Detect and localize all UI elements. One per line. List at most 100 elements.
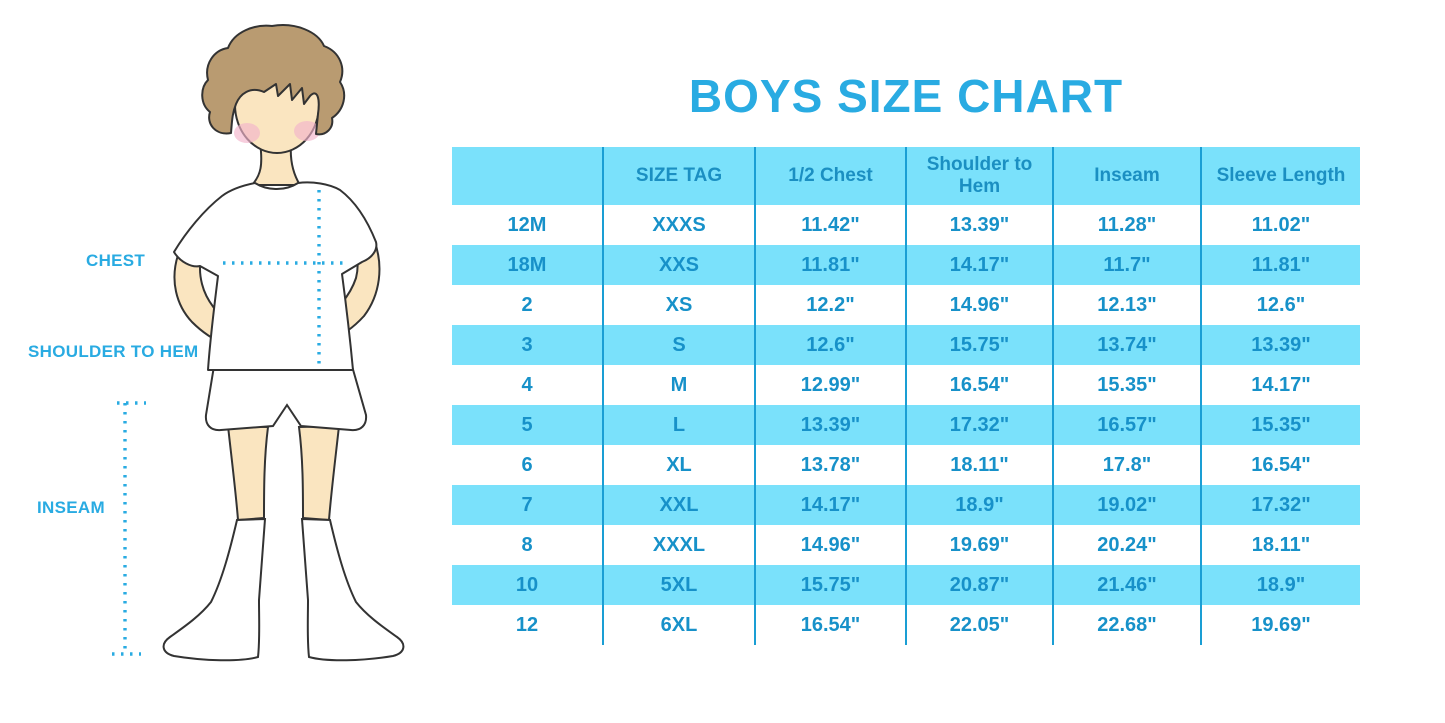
value-cell: 11.42" [754,205,906,245]
value-cell: 12.6" [1200,285,1360,325]
value-cell: 18.11" [905,445,1053,485]
value-cell: 19.69" [1200,605,1360,645]
value-cell: 11.28" [1052,205,1201,245]
value-cell: 22.68" [1052,605,1201,645]
value-cell: XXS [602,245,755,285]
column-header: Inseam [1052,147,1201,205]
value-cell: 14.17" [905,245,1053,285]
column-header: 1/2 Chest [754,147,906,205]
size-cell: 10 [452,565,603,605]
value-cell: 12.99" [754,365,906,405]
value-cell: 14.96" [905,285,1053,325]
value-cell: 15.35" [1052,365,1201,405]
size-cell: 7 [452,485,603,525]
size-cell: 12M [507,213,547,236]
value-cell: 17.32" [1200,485,1360,525]
value-cell: 16.54" [1200,445,1360,485]
table-row: 6 XL 13.78" 18.11" 17.8" 16.54" [452,445,1360,485]
left-cheek [234,123,260,143]
value-cell: 11.7" [1052,245,1201,285]
value-cell: 12.13" [1052,285,1201,325]
boy-illustration: CHEST SHOULDER TO HEM INSEAM [0,0,450,723]
value-cell: 13.39" [905,205,1053,245]
value-cell: XXL [602,485,755,525]
size-cell: 2 [521,293,533,316]
right-leg [297,424,341,522]
chest-label: CHEST [86,251,146,270]
size-table-header: SIZE TAG 1/2 Chest Shoulder to Hem Inseam Sl… [452,147,1360,205]
value-cell: 16.54" [754,605,906,645]
value-cell: 13.39" [754,405,906,445]
value-cell: 20.87" [905,565,1053,605]
value-cell: 16.54" [905,365,1053,405]
left-sock [162,517,267,662]
value-cell: 15.75" [754,565,906,605]
value-cell: 12.2" [754,285,906,325]
right-cheek [294,121,320,141]
value-cell: 14.17" [1200,365,1360,405]
value-cell: 6XL [602,605,755,645]
value-cell: L [602,405,755,445]
value-cell: S [602,325,755,365]
value-cell: 18.9" [905,485,1053,525]
size-table-body: 12M XXXS 11.42" 13.39" 11.28" 11.02" 18M XXS 11.… [452,205,1360,645]
value-cell: 14.17" [754,485,906,525]
size-cell: 5 [452,405,603,445]
column-header: SIZE TAG [602,147,755,205]
table-row: 3 S 12.6" 15.75" 13.74" 13.39" [452,325,1360,365]
hair [201,24,346,136]
table-row: 8 XXXL 14.96" 19.69" 20.24" 18.11" [452,525,1360,565]
table-row: 10 5XL 15.75" 20.87" 21.46" 18.9" [452,565,1360,605]
left-leg [226,424,270,522]
table-row: 7 XXL 14.17" 18.9" 19.02" 17.32" [452,485,1360,525]
value-cell: 22.05" [905,605,1053,645]
size-cell: 12 [515,613,539,636]
value-cell: XL [602,445,755,485]
value-cell: XXXL [602,525,755,565]
value-cell: 14.96" [754,525,906,565]
size-cell: 4 [521,373,533,396]
size-cell: 6 [521,453,533,476]
value-cell: 18.9" [1200,565,1360,605]
value-cell: 12.6" [754,325,906,365]
table-row: 18M XXS 11.81" 14.17" 11.7" 11.81" [452,245,1360,285]
shirt [173,181,378,371]
size-cell: 8 [521,533,533,556]
value-cell: 19.69" [905,525,1053,565]
value-cell: 13.39" [1200,325,1360,365]
value-cell: 20.24" [1052,525,1201,565]
size-cell: 18M [452,245,603,285]
right-sock [300,517,405,662]
table-row: 2 XS 12.2" 14.96" 12.13" 12.6" [452,285,1360,325]
column-header: Sleeve Length [1200,147,1360,205]
shorts [204,365,368,432]
table-row: 5 L 13.39" 17.32" 16.57" 15.35" [452,405,1360,445]
boy-figure-drawing [112,24,405,662]
value-cell: 11.02" [1200,205,1360,245]
size-table-header-row: SIZE TAG 1/2 Chest Shoulder to Hem Inseam Sl… [452,147,1360,205]
value-cell: 17.32" [905,405,1053,445]
page-title: BOYS SIZE CHART [688,69,1124,122]
value-cell: 15.75" [905,325,1053,365]
value-cell: 13.78" [754,445,906,485]
value-cell: 17.8" [1052,445,1201,485]
value-cell: XS [602,285,755,325]
inseam-label: INSEAM [37,498,105,517]
value-cell: M [602,365,755,405]
shoulder-to-hem-label: SHOULDER TO HEM [28,342,199,361]
value-cell: 15.35" [1200,405,1360,445]
value-cell: 19.02" [1052,485,1201,525]
value-cell: 21.46" [1052,565,1201,605]
column-header: Shoulder to Hem [905,147,1053,205]
value-cell: 13.74" [1052,325,1201,365]
table-row: 12M XXXS 11.42" 13.39" 11.28" 11.02" [452,205,1360,245]
value-cell: XXXS [602,205,755,245]
size-table: SIZE TAG 1/2 Chest Shoulder to Hem Inseam Sl… [452,147,1360,645]
corner-cell [452,147,603,205]
size-cell: 3 [452,325,603,365]
table-row: 4 M 12.99" 16.54" 15.35" 14.17" [452,365,1360,405]
table-row: 12 6XL 16.54" 22.05" 22.68" 19.69" [452,605,1360,645]
value-cell: 11.81" [1200,245,1360,285]
value-cell: 5XL [602,565,755,605]
value-cell: 18.11" [1200,525,1360,565]
